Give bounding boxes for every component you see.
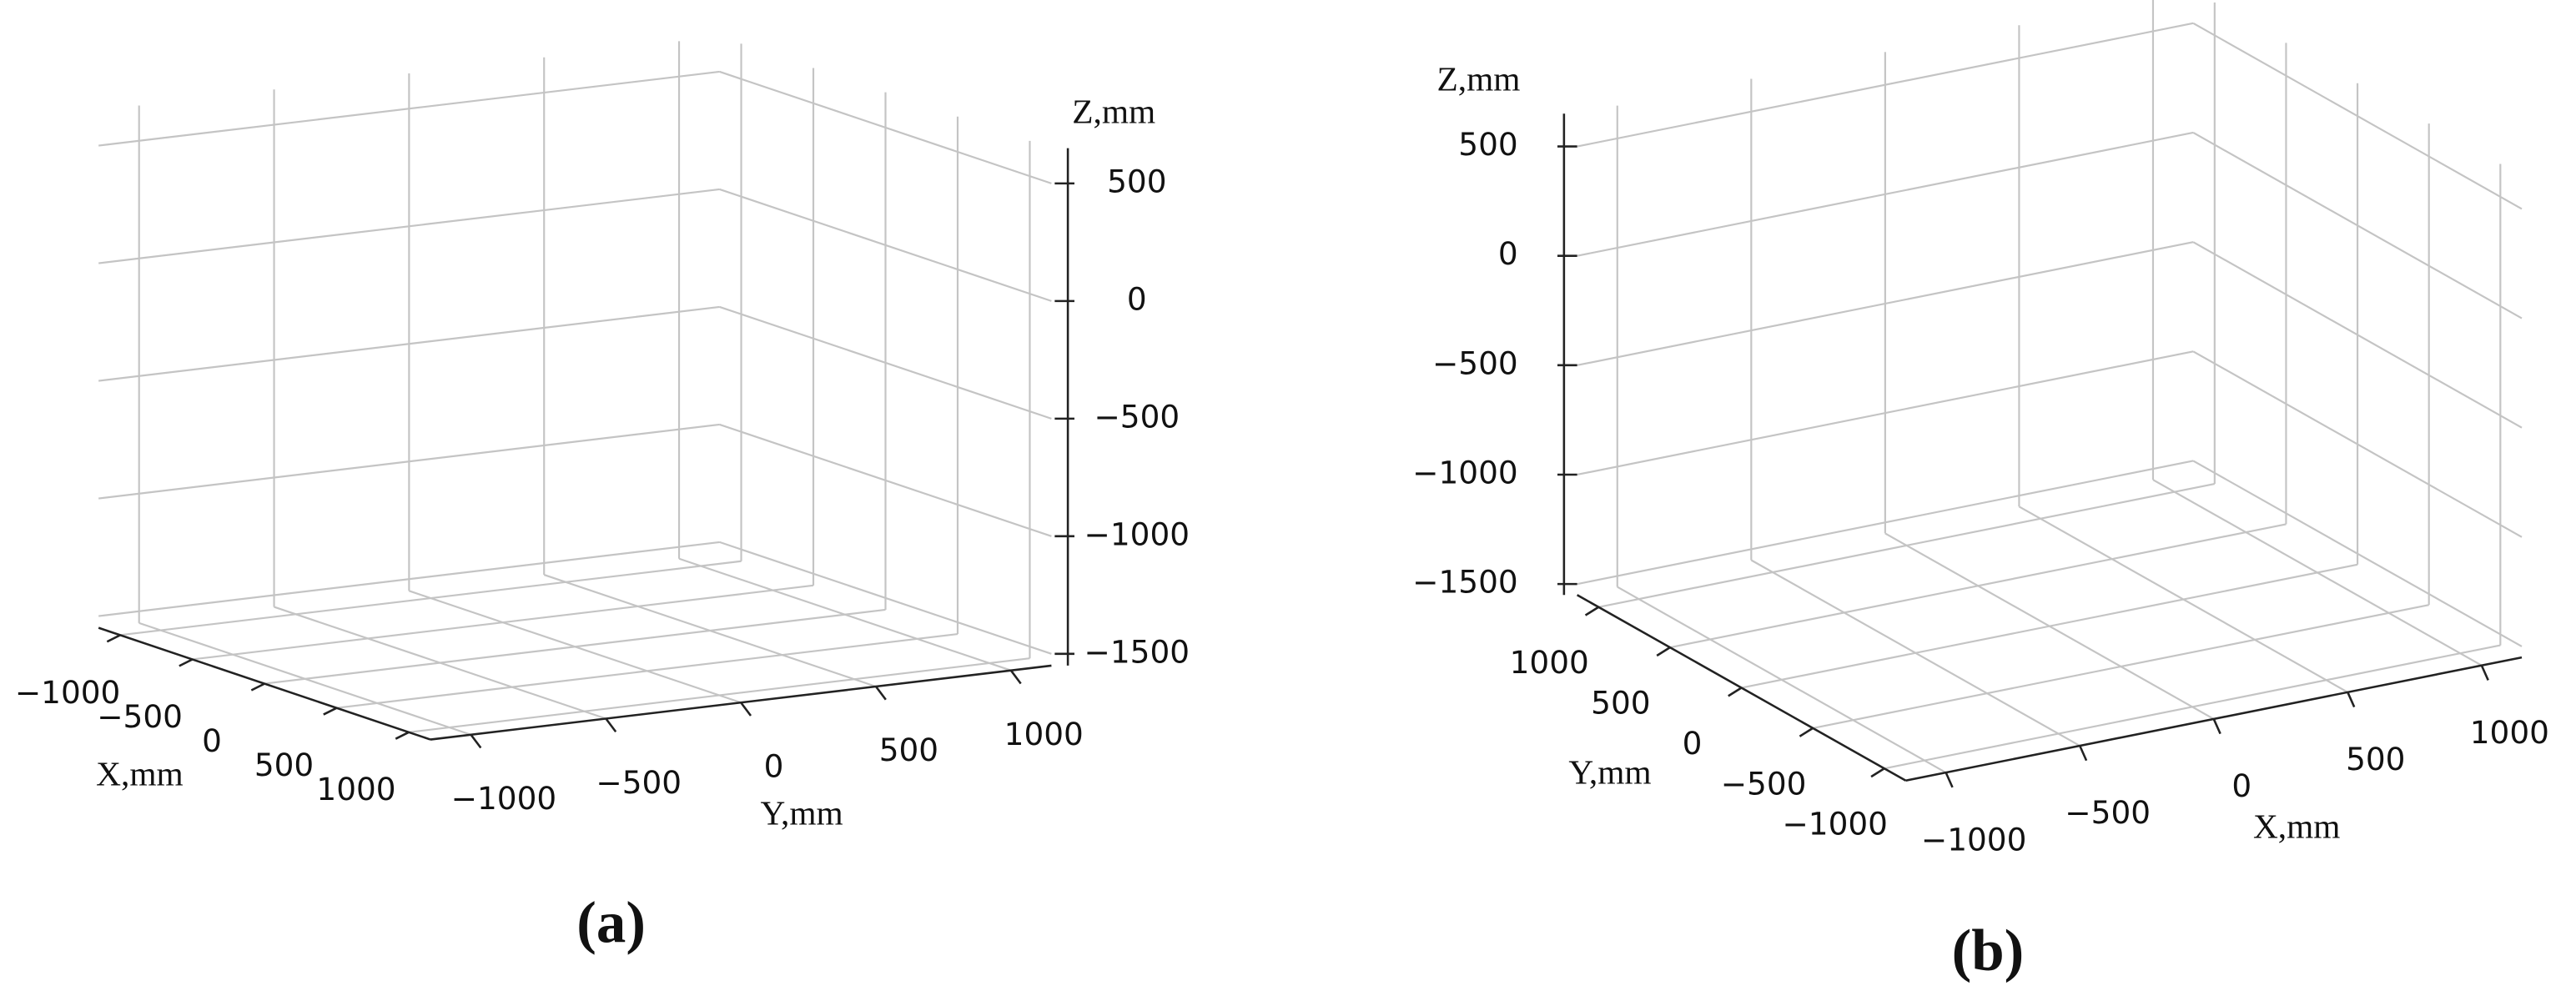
x-tick-label: 0 (2231, 767, 2251, 804)
z-tick-label: 0 (1127, 280, 1147, 317)
y-tick (1799, 727, 1814, 737)
z-tick-label: −1500 (1412, 564, 1518, 601)
grid-line (719, 541, 1052, 655)
x-tick (2480, 665, 2489, 681)
y-tick (605, 717, 617, 733)
z-tick-label: −1000 (1084, 516, 1190, 552)
grid-line (1812, 604, 2429, 729)
z-tick-label: −1500 (1084, 633, 1190, 670)
z-tick-label: −500 (1094, 398, 1180, 435)
x-axis-label: X,mm (2253, 807, 2341, 845)
grid-line (1577, 241, 2194, 366)
y-tick (740, 702, 752, 717)
panel-label: (b) (1952, 918, 2025, 983)
x-tick (1945, 772, 1954, 788)
x-tick (2212, 718, 2221, 735)
grid-line (138, 621, 471, 736)
grid-line (1577, 460, 2194, 586)
x-tick-label: −500 (2065, 794, 2151, 831)
grid-line (274, 606, 606, 720)
x-tick-label: −1000 (1921, 821, 2027, 858)
grid-line (98, 188, 720, 264)
x-tick (323, 707, 338, 716)
x-tick-label: −500 (97, 698, 183, 735)
y-tick (1584, 606, 1599, 616)
x-tick-label: 1000 (316, 771, 395, 807)
y-axis-label: Y,mm (760, 794, 843, 832)
grid-line (543, 574, 877, 687)
grid-line (1598, 482, 2216, 608)
y-axis-label: Y,mm (1568, 752, 1651, 791)
y-tick-label: 1000 (1004, 716, 1084, 752)
x-axis-label: X,mm (96, 754, 184, 792)
panel-label: (a) (576, 890, 646, 955)
grid-line (1577, 22, 2194, 148)
grid-line (2192, 350, 2523, 538)
z-axis-label: Z,mm (1436, 59, 1520, 98)
y-tick (470, 733, 482, 749)
grid-line (98, 541, 720, 617)
grid-line (1577, 131, 2194, 257)
y-tick-label: 1000 (1510, 644, 1589, 681)
z-tick-label: 500 (1107, 163, 1166, 199)
y-tick-label: −500 (596, 764, 682, 801)
grid-line (2192, 22, 2523, 210)
grid-line (719, 70, 1052, 184)
y-tick-label: −1000 (451, 780, 557, 817)
grid-line (678, 557, 1012, 672)
y-tick (1870, 767, 1885, 778)
y-tick-label: 500 (1591, 685, 1650, 722)
z-axis-label: Z,mm (1072, 93, 1155, 131)
x-tick-label: 500 (254, 747, 314, 783)
grid-line (2192, 241, 2523, 429)
grid-line (1741, 563, 2358, 689)
grid-line (98, 305, 720, 382)
grid-line (1884, 644, 2501, 770)
y-tick-label: −1000 (1782, 806, 1888, 843)
grid-line (719, 305, 1052, 420)
grid-line (98, 423, 720, 500)
y-tick-label: 0 (1683, 725, 1703, 762)
x-tick (106, 634, 121, 643)
grid-line (2192, 132, 2523, 319)
grid-line (1669, 523, 2287, 649)
x-tick-label: 500 (2346, 741, 2405, 777)
z-tick-label: −1000 (1412, 454, 1518, 490)
z-tick-label: −500 (1432, 345, 1518, 381)
x-tick (250, 682, 265, 692)
x-tick (179, 658, 194, 667)
grid-line (719, 423, 1052, 537)
y-tick (1728, 687, 1743, 697)
z-tick-label: 0 (1498, 235, 1518, 272)
z-tick-label: 500 (1458, 126, 1517, 163)
x-tick-label: 0 (202, 722, 222, 759)
x-tick-label: 1000 (2470, 714, 2549, 751)
grid-line (1577, 350, 2194, 476)
x-tick (2347, 692, 2356, 708)
y-tick-label: 500 (879, 732, 938, 768)
y-tick-label: 0 (764, 748, 784, 785)
grid-line (409, 590, 742, 704)
y-tick-label: −500 (1721, 765, 1807, 802)
grid-line (2192, 460, 2523, 647)
y-tick (1656, 646, 1671, 657)
x-tick (2079, 745, 2088, 762)
grid-line (98, 70, 720, 147)
y-tick (1009, 669, 1022, 685)
x-tick (395, 731, 410, 740)
y-tick (875, 686, 887, 701)
x-tick-label: −1000 (15, 674, 121, 711)
grid-line (719, 188, 1052, 302)
